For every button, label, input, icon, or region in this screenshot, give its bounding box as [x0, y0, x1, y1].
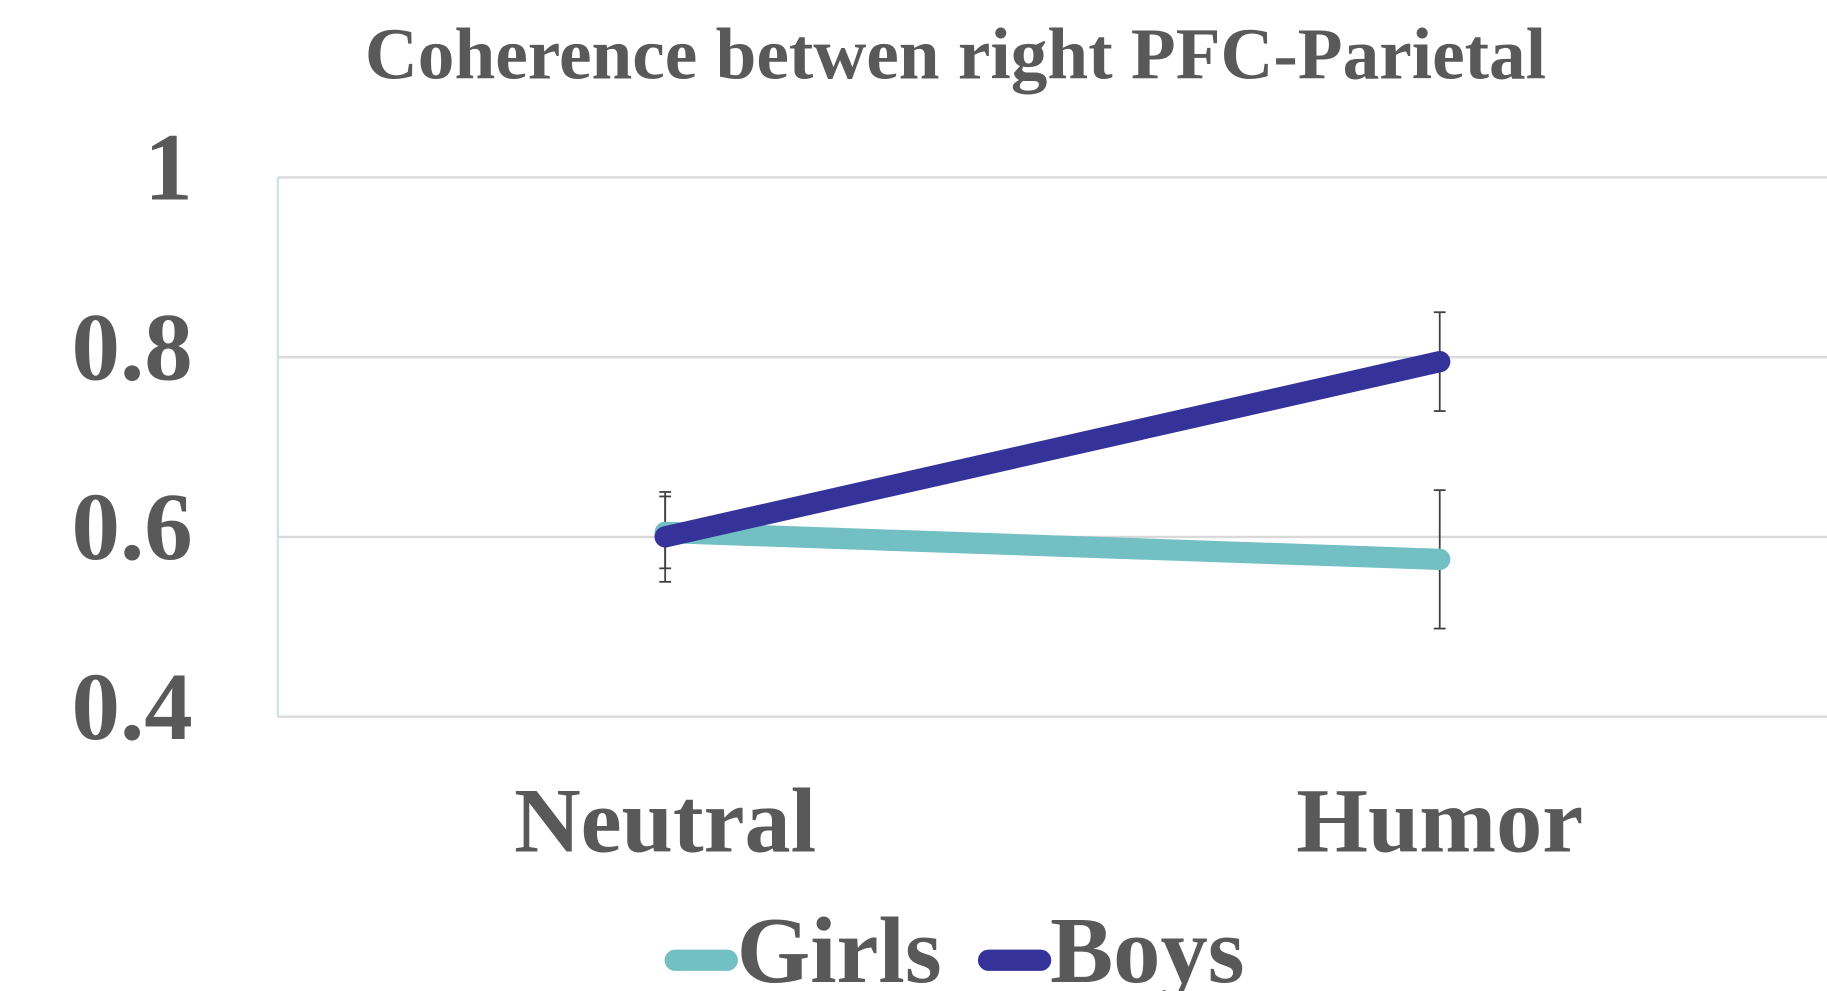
legend-label: Girls: [737, 899, 942, 991]
x-tick-label: Neutral: [514, 769, 816, 871]
y-tick-label: 0.6: [72, 473, 193, 580]
series-line: [654, 350, 1451, 548]
series-line: [654, 521, 1451, 571]
y-tick-label: 0.4: [72, 653, 193, 760]
y-tick-label: 0.8: [72, 293, 193, 400]
x-tick-label: Humor: [1296, 769, 1583, 871]
y-tick-label: 1: [144, 114, 192, 221]
chart-title: Coherence betwen right PFC-Parietal: [365, 13, 1546, 94]
legend-label: Boys: [1050, 899, 1244, 991]
